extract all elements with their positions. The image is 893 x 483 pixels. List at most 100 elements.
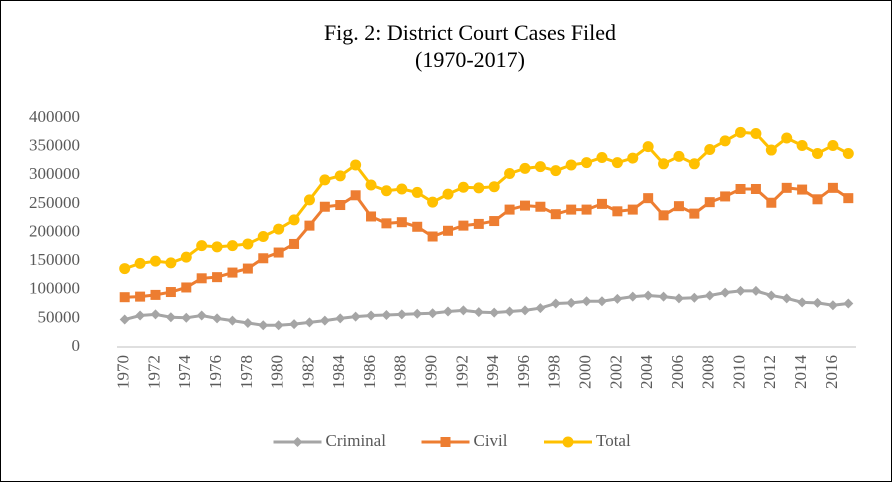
series xyxy=(119,285,854,331)
marker xyxy=(149,255,161,267)
marker xyxy=(535,303,546,314)
marker xyxy=(412,308,423,319)
y-tick-label: 300000 xyxy=(29,164,80,183)
x-tick-label: 1982 xyxy=(298,355,317,389)
x-tick-label: 1984 xyxy=(329,355,348,390)
marker xyxy=(212,272,223,283)
legend-marker xyxy=(440,437,451,447)
x-tick-label: 1988 xyxy=(391,355,410,389)
marker xyxy=(242,263,253,274)
x-tick-label: 1978 xyxy=(237,355,256,389)
legend-marker xyxy=(562,436,574,448)
x-tick-label: 2002 xyxy=(606,355,625,389)
marker xyxy=(720,191,731,202)
x-tick-label: 2010 xyxy=(729,355,748,389)
marker xyxy=(581,204,592,215)
marker xyxy=(704,197,715,208)
marker xyxy=(273,223,285,235)
marker xyxy=(750,183,761,194)
marker xyxy=(642,141,654,153)
marker xyxy=(489,307,500,318)
marker xyxy=(489,216,500,227)
marker xyxy=(504,168,516,180)
marker xyxy=(135,291,146,302)
marker xyxy=(750,285,761,296)
marker xyxy=(550,165,562,177)
chart-subtitle: (1970-2017) xyxy=(415,47,525,72)
marker xyxy=(720,287,731,298)
y-tick-label: 0 xyxy=(72,336,81,355)
marker xyxy=(473,218,484,229)
marker xyxy=(519,162,531,174)
marker xyxy=(396,309,407,320)
marker xyxy=(211,241,223,253)
marker xyxy=(396,217,407,228)
marker xyxy=(289,319,300,330)
series xyxy=(119,182,854,303)
marker xyxy=(165,287,176,298)
y-tick-label: 200000 xyxy=(29,221,80,240)
marker xyxy=(611,157,623,169)
marker xyxy=(334,170,346,182)
marker xyxy=(812,194,823,205)
marker xyxy=(257,231,269,243)
x-tick-label: 1986 xyxy=(360,355,379,389)
marker xyxy=(226,240,238,252)
marker xyxy=(196,240,208,252)
marker xyxy=(381,218,392,229)
marker xyxy=(612,293,623,304)
marker xyxy=(750,127,762,139)
marker xyxy=(535,201,546,212)
marker xyxy=(781,132,793,144)
marker xyxy=(288,214,300,226)
marker xyxy=(488,181,500,193)
chart-title: Fig. 2: District Court Cases Filed xyxy=(324,20,616,45)
marker xyxy=(842,147,854,159)
marker xyxy=(119,263,131,275)
marker xyxy=(689,292,700,303)
marker xyxy=(180,251,192,263)
marker xyxy=(735,126,747,138)
marker xyxy=(242,317,253,328)
marker xyxy=(457,181,469,193)
marker xyxy=(366,310,377,321)
marker xyxy=(658,210,669,221)
marker xyxy=(381,309,392,320)
marker xyxy=(504,306,515,317)
marker xyxy=(581,157,593,169)
marker xyxy=(781,182,792,193)
marker xyxy=(704,290,715,301)
x-tick-label: 2012 xyxy=(760,355,779,389)
marker xyxy=(581,296,592,307)
marker xyxy=(812,297,823,308)
marker xyxy=(504,204,515,215)
marker xyxy=(673,201,684,212)
marker xyxy=(534,161,546,173)
x-tick-label: 1972 xyxy=(144,355,163,389)
marker xyxy=(350,311,361,322)
x-tick-label: 1998 xyxy=(545,355,564,389)
marker xyxy=(165,312,176,323)
marker xyxy=(273,320,284,331)
marker xyxy=(319,174,331,186)
marker xyxy=(627,291,638,302)
marker xyxy=(458,305,469,316)
marker xyxy=(658,291,669,302)
marker xyxy=(627,152,639,164)
marker xyxy=(196,310,207,321)
marker xyxy=(258,253,269,264)
marker xyxy=(735,183,746,194)
marker xyxy=(227,315,238,326)
marker xyxy=(458,220,469,231)
marker xyxy=(673,150,685,162)
marker xyxy=(596,152,608,164)
marker xyxy=(319,315,330,326)
marker xyxy=(596,296,607,307)
marker xyxy=(596,198,607,209)
series xyxy=(119,126,854,275)
marker xyxy=(212,313,223,324)
x-tick-label: 1970 xyxy=(114,355,133,389)
marker xyxy=(550,298,561,309)
